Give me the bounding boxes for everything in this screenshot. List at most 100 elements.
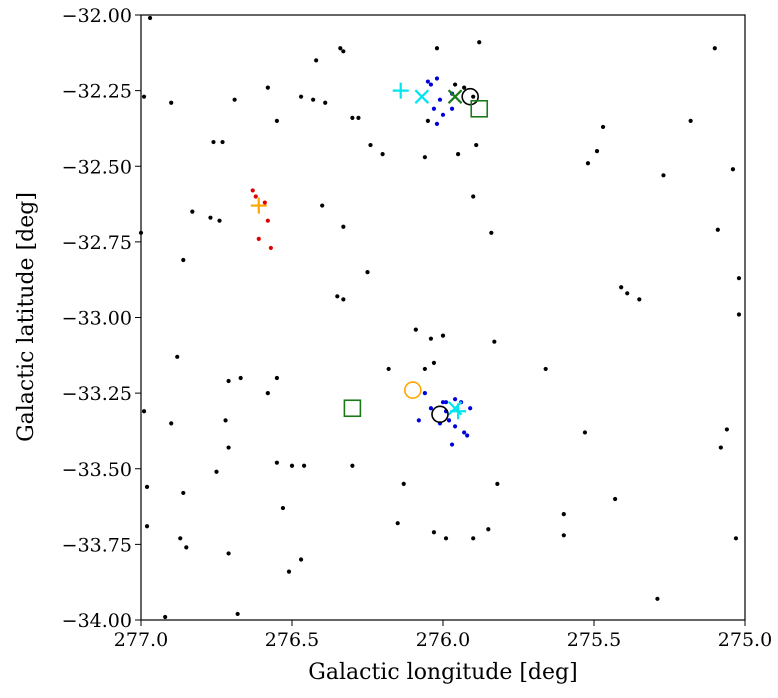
- data-point: [320, 203, 325, 208]
- data-point: [250, 188, 255, 193]
- data-point: [274, 118, 279, 123]
- data-point: [289, 463, 295, 468]
- data-point: [356, 115, 361, 120]
- data-point: [365, 270, 370, 275]
- data-point: [462, 430, 467, 435]
- data-point: [477, 40, 482, 45]
- y-tick-label: −33.50: [62, 459, 132, 481]
- x-tick-label: 276.0: [416, 629, 470, 651]
- data-point: [265, 391, 270, 396]
- x-marker: [447, 400, 463, 416]
- data-point: [422, 155, 427, 160]
- data-point: [443, 400, 449, 405]
- plot-area: [141, 15, 745, 620]
- data-point: [268, 245, 273, 251]
- data-point: [619, 285, 624, 290]
- data-point: [452, 82, 458, 87]
- data-point: [471, 536, 476, 541]
- data-point: [311, 97, 316, 102]
- data-point: [440, 400, 446, 405]
- data-point: [600, 124, 606, 130]
- data-point: [474, 142, 479, 148]
- data-point: [226, 551, 231, 556]
- data-point: [380, 152, 385, 157]
- data-point: [465, 433, 470, 438]
- data-point: [280, 505, 286, 511]
- data-point: [462, 85, 467, 90]
- data-point: [431, 106, 437, 111]
- data-point: [350, 115, 355, 120]
- data-point: [147, 15, 153, 21]
- data-point: [613, 496, 618, 502]
- data-point: [688, 118, 693, 123]
- data-point: [715, 227, 720, 232]
- data-point: [456, 152, 461, 157]
- data-point: [655, 596, 660, 601]
- plus-marker: [392, 82, 409, 99]
- data-point: [178, 536, 183, 541]
- data-point: [471, 194, 476, 199]
- data-point: [214, 469, 219, 474]
- data-point: [144, 484, 150, 489]
- data-point: [190, 209, 195, 214]
- data-point: [736, 276, 742, 281]
- y-tick-label: −32.00: [62, 5, 132, 27]
- x-marker: [447, 89, 463, 104]
- data-point: [256, 236, 261, 241]
- x-axis: 277.0 276.5 276.0 275.5 275.0: [114, 620, 772, 651]
- data-point: [226, 445, 231, 450]
- y-tick-label: −32.50: [62, 156, 132, 178]
- data-point: [422, 391, 427, 396]
- data-point: [437, 97, 443, 102]
- data-point: [395, 521, 400, 526]
- data-point: [232, 97, 237, 102]
- data-point: [341, 224, 346, 229]
- data-point: [413, 327, 418, 332]
- x-axis-label: Galactic longitude [deg]: [308, 660, 577, 685]
- data-point: [208, 215, 213, 220]
- data-point: [425, 79, 430, 84]
- data-marks: [138, 15, 742, 620]
- y-axis: −32.00 −32.25 −32.50 −32.75 −33.00 −33.25 −33.…: [62, 5, 141, 632]
- data-point: [736, 312, 742, 317]
- data-point: [561, 533, 566, 538]
- data-point: [730, 167, 736, 172]
- circle-marker: [431, 405, 449, 424]
- data-point: [223, 418, 228, 423]
- data-point: [253, 194, 258, 199]
- data-point: [169, 100, 174, 105]
- data-point: [428, 336, 434, 341]
- y-axis-label: Galactic latitude [deg]: [14, 192, 39, 442]
- data-point: [543, 366, 548, 372]
- square-marker: [343, 399, 362, 418]
- data-point: [492, 339, 497, 344]
- data-point: [274, 375, 279, 381]
- y-tick-label: −33.00: [62, 308, 132, 330]
- data-point: [265, 85, 270, 90]
- data-point: [452, 397, 458, 402]
- data-point: [217, 218, 222, 223]
- data-point: [495, 481, 500, 486]
- data-point: [594, 149, 600, 154]
- data-point: [425, 118, 430, 123]
- data-point: [561, 512, 566, 517]
- data-point: [314, 58, 319, 63]
- data-point: [341, 49, 346, 54]
- data-point: [443, 536, 449, 541]
- data-point: [428, 82, 434, 87]
- data-point: [489, 230, 494, 235]
- data-point: [452, 424, 458, 429]
- data-point: [661, 173, 666, 178]
- circle-marker: [403, 381, 422, 399]
- data-point: [184, 545, 189, 550]
- data-point: [585, 161, 591, 166]
- data-point: [235, 611, 240, 617]
- data-point: [141, 94, 147, 99]
- data-point: [298, 94, 304, 99]
- data-point: [446, 418, 452, 423]
- data-point: [582, 430, 588, 435]
- data-point: [368, 142, 373, 148]
- data-point: [718, 445, 723, 450]
